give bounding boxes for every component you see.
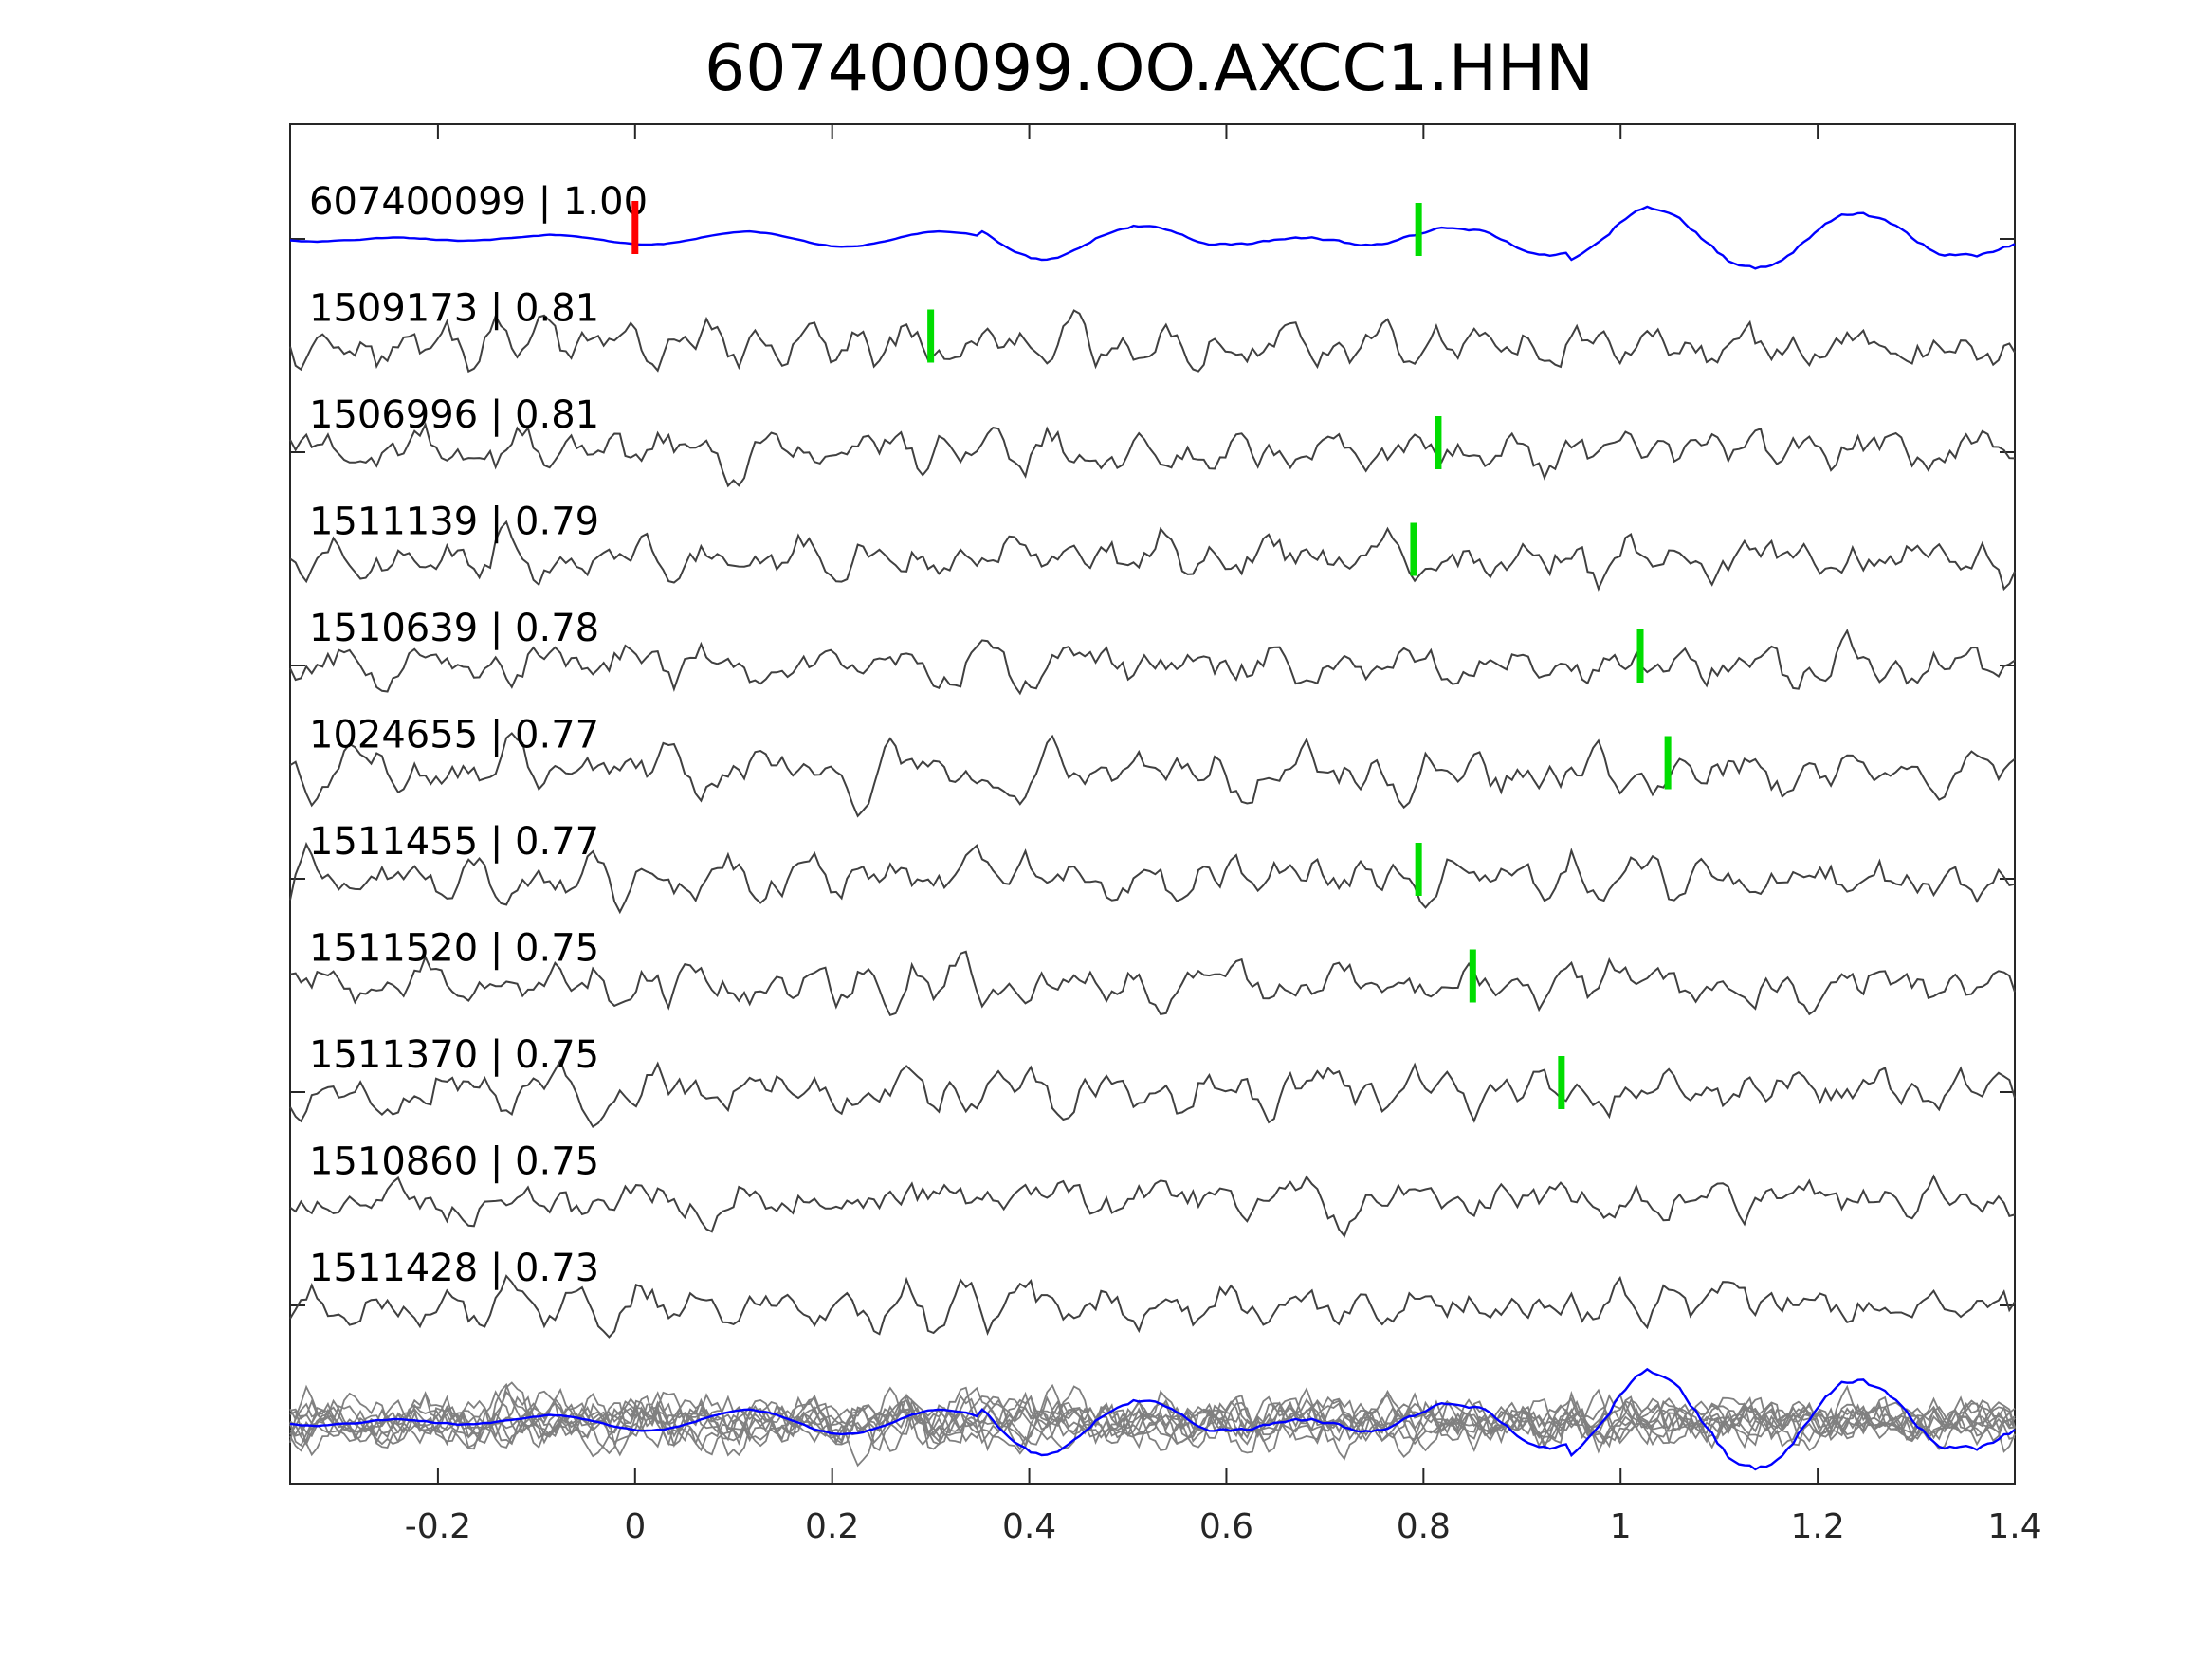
trace-1509173: [289, 309, 2016, 374]
overlay-stack: [289, 1367, 2016, 1471]
x-tick-label: 1.4: [1987, 1507, 2041, 1546]
trace-label-1506996: 1506996 | 0.81: [309, 393, 599, 437]
stack-trace-1510860: [289, 1396, 2016, 1461]
trace-label-1509173: 1509173 | 0.81: [309, 287, 599, 331]
trace-1511520: [289, 950, 2016, 1017]
x-tick-label: 1: [1610, 1507, 1632, 1546]
trace-1510860: [289, 1174, 2016, 1238]
stack-trace-1511370: [289, 1387, 2016, 1458]
trace-1511139: [289, 520, 2016, 592]
trace-label-1510639: 1510639 | 0.78: [309, 607, 599, 650]
trace-1511428: [289, 1274, 2016, 1339]
trace-label-1511520: 1511520 | 0.75: [309, 927, 599, 971]
trace-1024655: [289, 732, 2016, 818]
trace-stack: [289, 205, 2016, 1339]
x-tick-label: 0: [624, 1507, 646, 1546]
trace-label-1510860: 1510860 | 0.75: [309, 1140, 599, 1184]
chart-title: 607400099.OO.AXCC1.HHN: [704, 31, 1594, 106]
stack-trace-1510639: [289, 1384, 2016, 1451]
stack-trace-1024655: [289, 1381, 2016, 1468]
x-tick-label: 0.2: [805, 1507, 859, 1546]
x-tick-label: 0.8: [1397, 1507, 1451, 1546]
trace-label-1511455: 1511455 | 0.77: [309, 820, 599, 864]
trace-1510639: [289, 628, 2016, 696]
plot-frame: [289, 123, 2016, 1485]
x-tick-label: 0.6: [1199, 1507, 1253, 1546]
trace-label-1511370: 1511370 | 0.75: [309, 1033, 599, 1077]
trace-1506996: [289, 421, 2016, 488]
trace-labels: 607400099 | 1.00 1509173 | 0.81 1506996 | …: [309, 180, 648, 1290]
trace-label-1024655: 1024655 | 0.77: [309, 714, 599, 757]
trace-label-607400099: 607400099 | 1.00: [309, 180, 648, 224]
stack-trace-1511520: [289, 1386, 2016, 1452]
x-axis: -0.2 0 0.2 0.4 0.6 0.8 1 1.2 1.4: [405, 124, 2042, 1546]
x-tick-label: 0.4: [1002, 1507, 1056, 1546]
trace-label-1511139: 1511139 | 0.79: [309, 501, 599, 544]
x-tick-label: -0.2: [405, 1507, 471, 1546]
pick-markers: [631, 201, 1672, 1109]
stack-trace-607400099: [289, 1367, 2016, 1471]
trace-607400099: [289, 205, 2016, 270]
x-tick-label: 1.2: [1790, 1507, 1844, 1546]
trace-1511455: [289, 841, 2016, 915]
stack-trace-1511428: [289, 1390, 2016, 1455]
trace-label-1511428: 1511428 | 0.73: [309, 1247, 599, 1290]
trace-1511370: [289, 1058, 2016, 1129]
